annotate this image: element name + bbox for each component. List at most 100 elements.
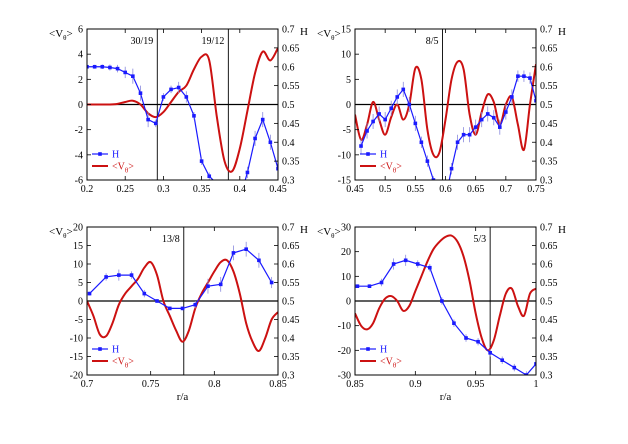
panel-4-ytick-right-label-8: 0.65 <box>540 241 558 252</box>
panel-1-ylabel-close: > <box>67 28 73 40</box>
panel-2-ytick-right-label-3: 0.4 <box>540 138 553 149</box>
panel-1-plot-area <box>87 47 278 201</box>
panel-1-h-point-19 <box>223 186 227 190</box>
panel-2-ylabel-sub: θ <box>331 34 335 42</box>
panel-2-h-point-25 <box>504 110 508 114</box>
panel-2-h-point-22 <box>485 112 490 116</box>
panel-1-resonance-label-2: 19/12 <box>202 36 225 47</box>
panel-2-h-point-17 <box>455 140 460 145</box>
panel-4-xtick-label-1: 0.85 <box>346 379 364 390</box>
panel-1-h-point-21 <box>238 197 242 201</box>
panel-4-ytick-left-label-4: 0 <box>346 297 351 308</box>
panel-1-h-point-5 <box>115 66 120 71</box>
panel-2-xtick-label-5: 0.65 <box>467 184 485 195</box>
panel-2-xtick-label-6: 0.7 <box>500 184 513 195</box>
panel-3-h-point-6 <box>155 299 159 303</box>
panel-3-h-point-12 <box>231 251 236 255</box>
panel-3-ytick-right-label-3: 0.4 <box>282 334 295 345</box>
panel-3-ytick-left-label-1: -20 <box>70 371 83 382</box>
panel-2-legend-v-sub: θ <box>393 167 397 175</box>
panel-4-legend-v-main: <V <box>380 357 394 368</box>
panel-1-resonance-label-1: 30/19 <box>131 36 154 47</box>
panel-4-ytick-left-label-6: 20 <box>341 247 351 258</box>
panel-3-series-vtheta-line <box>87 258 278 352</box>
panel-1-ytick-left-label-4: 0 <box>78 100 83 111</box>
panel-4-ylabel-sub: θ <box>331 232 335 240</box>
panel-2-ytick-left-label-3: -5 <box>343 125 351 136</box>
panel-2-h-point-29 <box>528 76 532 80</box>
panel-1-ytick-right-label-1: 0.3 <box>282 176 295 187</box>
panel-3-series-h-line <box>89 248 273 309</box>
panel-4-ytick-right-label-6: 0.55 <box>540 278 558 289</box>
panel-1-ytick-left-label-6: 4 <box>78 50 83 61</box>
panel-3-legend-v-close: > <box>128 357 134 368</box>
panel-2-h-point-9 <box>407 102 412 107</box>
panel-3-resonance-label-1: 13/8 <box>162 234 180 245</box>
panel-1-xtick-label-1: 0.2 <box>81 184 94 195</box>
panel-4-legend-h-label: H <box>380 345 387 356</box>
panel-2-ytick-left-label-1: -15 <box>338 176 351 187</box>
panel-4-series-h-line <box>357 259 536 375</box>
panel-1-series-vtheta-line <box>87 47 278 173</box>
panel-1: 30/19 19/12 0.2 0.25 0.3 0.35 0.4 0.45 -6 -4 -2 0 2 4… <box>49 25 308 201</box>
panel-2-series-h-line <box>360 75 536 180</box>
panel-1-legend-v-main: <V <box>112 162 126 173</box>
panel-4-ytick-right-label-5: 0.5 <box>540 297 553 308</box>
panel-1-ytick-right-label-9: 0.7 <box>282 25 295 36</box>
panel-2-legend-v-close: > <box>396 162 402 173</box>
panel-2-h-point-19 <box>467 132 472 137</box>
panel-1-ytick-right-label-8: 0.65 <box>282 43 300 54</box>
panel-3-ytick-left-label-5: 0 <box>78 297 83 308</box>
panel-3-ytick-left-label-3: -10 <box>70 334 83 345</box>
panel-4-ytick-left-label-5: 10 <box>341 272 351 283</box>
panel-2-h-point-5 <box>383 117 387 122</box>
panel-4-xtick-label-4: 1 <box>534 379 539 390</box>
panel-4-legend-v-close: > <box>396 357 402 368</box>
panel-1-h-point-1 <box>87 64 89 69</box>
panel-2-resonance-label-1: 8/5 <box>426 36 439 47</box>
panel-2-xtick-label-4: 0.6 <box>439 184 452 195</box>
panel-1-h-point-10 <box>153 121 158 126</box>
panel-3-xtick-label-2: 0.75 <box>142 379 160 390</box>
panel-3-xtick-label-1: 0.7 <box>81 379 94 390</box>
panel-2-legend-v-label: <Vθ> <box>380 162 402 175</box>
panel-1-legend-v-close: > <box>128 162 134 173</box>
panel-3-ytick-right-label-6: 0.55 <box>282 278 300 289</box>
panel-3-ytick-right-label-9: 0.7 <box>282 223 295 234</box>
panel-2-ylabel-left: <Vθ> <box>317 28 341 42</box>
panel-4-xtick-label-2: 0.9 <box>409 379 422 390</box>
panel-2-series-vtheta-line <box>355 59 536 159</box>
panel-2-legend-h-label: H <box>380 150 387 161</box>
panel-2-ytick-right-label-4: 0.45 <box>540 119 558 130</box>
panel-4-ylabel-left: <Vθ> <box>317 226 341 240</box>
panel-3-ytick-left-label-8: 15 <box>73 241 83 252</box>
panel-3-ytick-left-label-9: 20 <box>73 223 83 234</box>
panel-2-ytick-right-label-6: 0.55 <box>540 81 558 92</box>
panel-3-ylabel-left: <Vθ> <box>49 226 73 240</box>
panel-4-h-point-4 <box>391 262 396 266</box>
panel-4-ytick-right-label-3: 0.4 <box>540 334 553 345</box>
panel-1-h-point-2 <box>92 64 97 69</box>
panel-2-xtick-label-7: 0.75 <box>527 184 545 195</box>
panel-4-ytick-left-label-1: -30 <box>338 371 351 382</box>
panel-4-resonance-label-1: 5/3 <box>473 234 486 245</box>
panel-1-legend-v-label: <Vθ> <box>112 162 134 175</box>
panel-2-h-point-26 <box>510 95 514 99</box>
panel-4-h-point-14 <box>512 365 517 370</box>
panel-3-xtick-label-3: 0.8 <box>208 379 221 390</box>
panel-1-xtick-label-2: 0.25 <box>116 184 134 195</box>
panel-4-h-point-13 <box>500 358 505 362</box>
panel-4-h-point-10 <box>464 336 468 340</box>
panel-4-series-vtheta-line <box>355 234 536 352</box>
panel-2-legend-v-main: <V <box>380 162 394 173</box>
panel-2-xtick-label-3: 0.55 <box>407 184 425 195</box>
panel-3-h-point-14 <box>257 258 261 263</box>
panel-2-ytick-right-label-7: 0.6 <box>540 62 553 73</box>
panel-2-h-point-12 <box>425 159 430 163</box>
panel-2-ytick-left-label-2: -10 <box>338 150 351 161</box>
panel-4-h-point-15 <box>524 373 529 375</box>
panel-3-ytick-right-label-4: 0.45 <box>282 315 300 326</box>
panel-4-legend-v-sub: θ <box>393 362 397 370</box>
panel-1-ytick-left-label-2: -4 <box>75 150 83 161</box>
panel-2-h-point-1 <box>359 144 363 148</box>
